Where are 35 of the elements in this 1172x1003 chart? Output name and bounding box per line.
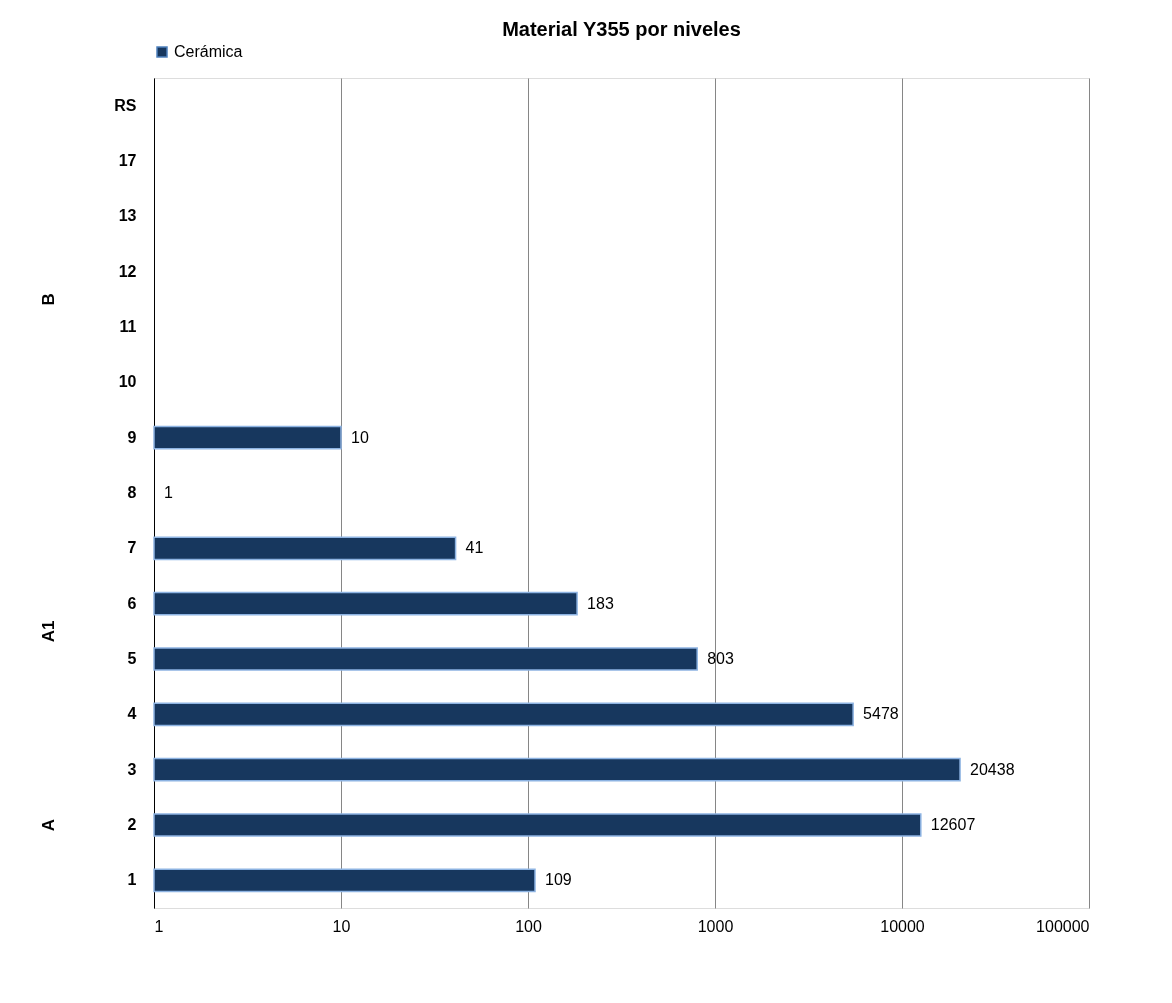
x-tick-label: 100000: [1036, 917, 1090, 935]
data-label: 183: [587, 594, 614, 612]
y-tick-label: 11: [119, 318, 137, 335]
x-tick-label: 100: [515, 917, 542, 935]
y-tick-label: 13: [118, 207, 137, 225]
y-tick-label: 12: [118, 262, 137, 280]
y-tick-label: 8: [127, 484, 137, 501]
y-tick-label: 3: [127, 760, 137, 778]
y-tick-label: 17: [118, 152, 137, 169]
data-label: 109: [545, 871, 572, 889]
y-tick-label: 5: [127, 650, 137, 667]
y-tick-label: 10: [118, 373, 137, 391]
y-tick-label: 9: [127, 428, 137, 446]
legend-label: Cerámica: [174, 43, 243, 60]
chart-title: Material Y355 por niveles: [502, 18, 741, 40]
y-tick-label: RS: [114, 96, 137, 114]
data-label: 5478: [863, 705, 899, 723]
text: A1: [39, 620, 58, 643]
y-tick-label: 4: [127, 705, 137, 723]
x-tick-label: 10: [332, 917, 351, 935]
x-tick-label: 10000: [880, 917, 925, 935]
text: A: [39, 818, 58, 832]
data-label: 20438: [970, 760, 1015, 778]
data-label: 803: [707, 650, 734, 667]
data-label: 1: [164, 484, 173, 501]
y-tick-label: 6: [127, 594, 137, 612]
x-tick-label: 1000: [697, 917, 734, 935]
text: B: [39, 293, 58, 306]
x-tick-label: 1: [154, 917, 164, 935]
y-tick-label: 7: [127, 539, 137, 557]
y-tick-label: 1: [127, 871, 137, 889]
y-tick-label: 2: [127, 816, 137, 833]
data-label: 41: [465, 539, 484, 557]
data-label: 10: [351, 428, 369, 446]
data-label: 12607: [930, 816, 976, 833]
